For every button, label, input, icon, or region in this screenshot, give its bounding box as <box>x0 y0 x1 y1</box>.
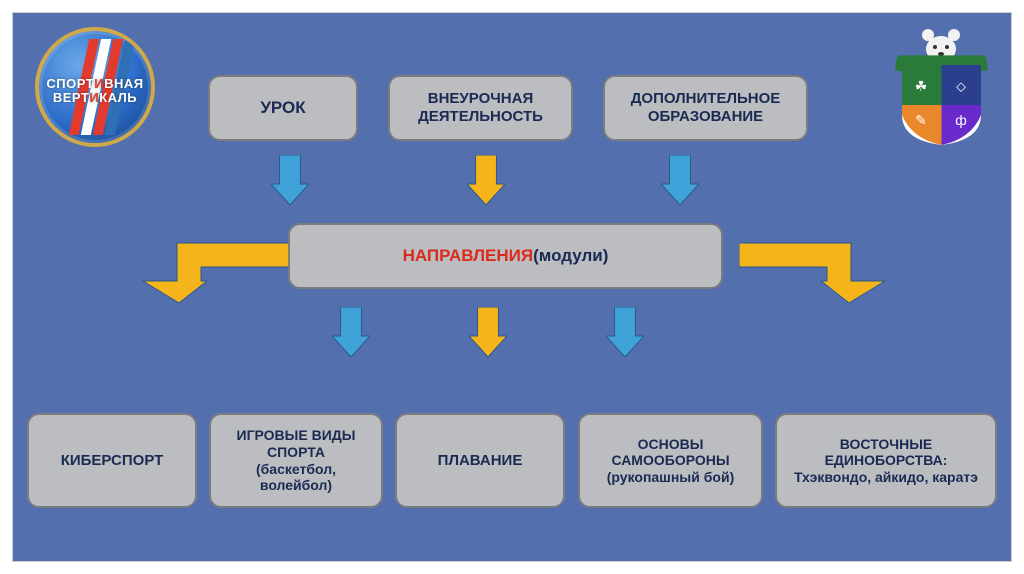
logo-school-shield: ☘ ⬦ ✎ ф <box>894 27 989 147</box>
box-directions: НАПРАВЛЕНИЯ (модули) <box>288 223 723 289</box>
box-selfdef: ОСНОВЫ САМООБОРОНЫ (рукопашный бой) <box>578 413 763 508</box>
svg-text:☘: ☘ <box>915 78 928 94</box>
arrow-directions-to-games <box>332 307 370 357</box>
arrow-extra-to-directions <box>467 155 505 205</box>
slide-canvas: СПОРТИВНАЯ ВЕРТИКАЛЬ ☘ ⬦ ✎ ф УРОКВН <box>12 12 1012 562</box>
box-esports: КИБЕРСПОРТ <box>27 413 197 508</box>
arrow-directions-to-selfdef <box>606 307 644 357</box>
logo-text: СПОРТИВНАЯ ВЕРТИКАЛЬ <box>45 77 145 104</box>
svg-text:ф: ф <box>955 112 967 128</box>
arrow-lesson-to-directions <box>271 155 309 205</box>
box-lesson: УРОК <box>208 75 358 141</box>
svg-text:✎: ✎ <box>915 112 927 128</box>
logo-sport-vertical: СПОРТИВНАЯ ВЕРТИКАЛЬ <box>35 27 155 147</box>
arrow-directions-to-esports <box>139 237 289 303</box>
box-games: ИГРОВЫЕ ВИДЫ СПОРТА (баскетбол, волейбол… <box>209 413 383 508</box>
arrow-addedu-to-directions <box>661 155 699 205</box>
box-extra: ВНЕУРОЧНАЯ ДЕЯТЕЛЬНОСТЬ <box>388 75 573 141</box>
shield-icon: ☘ ⬦ ✎ ф <box>902 65 981 145</box>
box-east: ВОСТОЧНЫЕ ЕДИНОБОРСТВА: Тхэквондо, айкид… <box>775 413 997 508</box>
svg-text:⬦: ⬦ <box>956 78 966 94</box>
arrow-directions-to-swim <box>469 307 507 357</box>
box-addedu: ДОПОЛНИТЕЛЬНОЕ ОБРАЗОВАНИЕ <box>603 75 808 141</box>
arrow-directions-to-east <box>739 237 889 303</box>
box-swim: ПЛАВАНИЕ <box>395 413 565 508</box>
